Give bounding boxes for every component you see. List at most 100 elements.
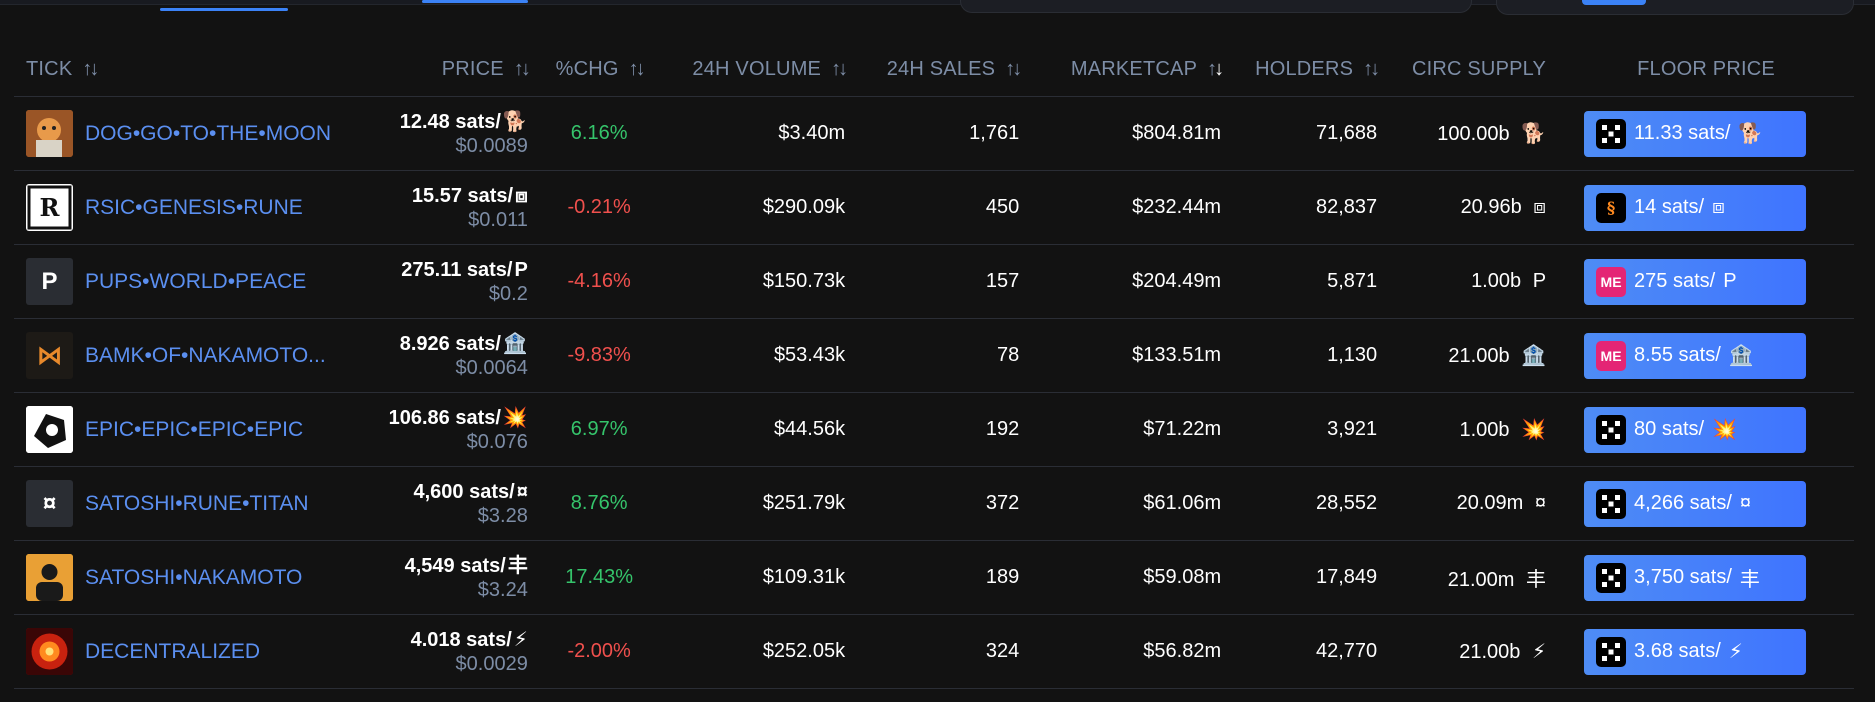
rune-symbol: 丰 — [507, 554, 528, 577]
rune-symbol: P — [1723, 270, 1737, 292]
marketcap-cell: $133.51m — [1031, 318, 1234, 393]
rune-name-link[interactable]: DECENTRALIZED — [85, 639, 261, 663]
price-cell: 4,600 sats/¤ $3.28 — [365, 466, 540, 541]
supply-value: 100.00b — [1437, 123, 1510, 145]
table-row[interactable]: R RSIC•GENESIS•RUNE 15.57 sats/⧈ $0.011 … — [14, 170, 1854, 245]
active-tab-indicator — [160, 8, 288, 11]
floor-price-button[interactable]: ME 8.55 sats/ 🏦 — [1584, 332, 1807, 379]
rune-name-link[interactable]: RSIC•GENESIS•RUNE — [85, 195, 303, 219]
rune-name-link[interactable]: EPIC•EPIC•EPIC•EPIC — [85, 417, 304, 441]
rune-symbol: 🐕 — [1521, 123, 1547, 145]
column-header-price[interactable]: PRICE ↑↓ — [365, 42, 540, 97]
floor-price-button[interactable]: 3,750 sats/丰 — [1584, 554, 1807, 601]
price-sats: 8.926 sats/ — [399, 332, 501, 355]
supply-value: 20.09m — [1456, 492, 1524, 514]
tick-cell[interactable]: ⋈ BAMK•OF•NAKAMOTO... — [14, 318, 366, 393]
sales-cell: 157 — [857, 244, 1032, 319]
column-label: MARKETCAP — [1070, 57, 1198, 80]
table-row[interactable]: DECENTRALIZED 4.018 sats/⚡ $0.0029 -2.00… — [14, 614, 1854, 689]
table-row[interactable]: SATOSHI•NAKAMOTO 4,549 sats/丰 $3.24 17.4… — [14, 540, 1854, 615]
floor-price-value: 3.68 sats/ — [1634, 640, 1721, 662]
tick-cell[interactable]: ¤ SATOSHI•RUNE•TITAN — [14, 466, 366, 541]
change-cell: -4.16% — [539, 244, 659, 319]
supply-cell: 21.00m 丰 — [1389, 540, 1559, 615]
volume-cell: $109.31k — [658, 540, 858, 615]
supply-value: 21.00b — [1448, 345, 1510, 367]
tick-cell[interactable]: DECENTRALIZED — [14, 614, 366, 689]
price-usd: $3.24 — [477, 578, 528, 601]
rune-symbol: P — [1532, 270, 1547, 292]
rune-name-link[interactable]: DOG•GO•TO•THE•MOON — [85, 121, 332, 145]
tick-cell[interactable]: DOG•GO•TO•THE•MOON — [14, 96, 366, 171]
table-row[interactable]: ¤ SATOSHI•RUNE•TITAN 4,600 sats/¤ $3.28 … — [14, 466, 1854, 541]
column-label: PRICE — [441, 57, 504, 80]
volume-cell: $150.73k — [658, 244, 858, 319]
volume-cell: $252.05k — [658, 614, 858, 689]
floor-price-button[interactable]: 11.33 sats/ 🐕 — [1584, 110, 1807, 157]
column-header-holders[interactable]: HOLDERS ↑↓ — [1233, 42, 1390, 97]
price-cell: 15.57 sats/⧈ $0.011 — [365, 170, 540, 245]
rune-symbol: ¤ — [1739, 492, 1751, 514]
floor-price-button[interactable]: § 14 sats/ ⧈ — [1584, 184, 1807, 231]
column-label: HOLDERS — [1255, 57, 1354, 80]
sort-icon[interactable]: ↑↓ — [82, 57, 99, 80]
table-row[interactable]: ⋈ BAMK•OF•NAKAMOTO... 8.926 sats/🏦 $0.00… — [14, 318, 1854, 393]
tick-cell[interactable]: SATOSHI•NAKAMOTO — [14, 540, 366, 615]
rune-name-link[interactable]: BAMK•OF•NAKAMOTO... — [85, 343, 326, 367]
tick-cell[interactable]: EPIC•EPIC•EPIC•EPIC — [14, 392, 366, 467]
sales-cell: 450 — [857, 170, 1032, 245]
floor-price-button[interactable]: ME 275 sats/P — [1584, 258, 1807, 305]
rune-symbol: 💥 — [1521, 419, 1547, 441]
marketcap-cell: $804.81m — [1031, 96, 1234, 171]
column-header-sales[interactable]: 24H SALES ↑↓ — [857, 42, 1032, 97]
rune-symbol: ⧈ — [515, 184, 528, 207]
change-cell: -2.00% — [539, 614, 659, 689]
column-header-tick[interactable]: TICK ↑↓ — [14, 42, 366, 97]
rune-name-link[interactable]: SATOSHI•NAKAMOTO — [85, 565, 303, 589]
change-cell: -0.21% — [539, 170, 659, 245]
holders-cell: 17,849 — [1233, 540, 1390, 615]
rune-name-link[interactable]: PUPS•WORLD•PEACE — [85, 269, 307, 293]
search-bar[interactable] — [960, 0, 1472, 13]
floor-price-button[interactable]: 3.68 sats/ ⚡ — [1584, 628, 1807, 675]
table-row[interactable]: DOG•GO•TO•THE•MOON 12.48 sats/🐕 $0.0089 … — [14, 96, 1854, 171]
magic-eden-icon: ME — [1596, 266, 1627, 297]
price-sats: 4,549 sats/ — [404, 554, 506, 577]
price-cell: 106.86 sats/💥 $0.076 — [365, 392, 540, 467]
supply-cell: 21.00b ⚡ — [1389, 614, 1559, 689]
column-label: 24H SALES — [886, 57, 996, 80]
volume-cell: $3.40m — [658, 96, 858, 171]
okx-icon — [1596, 636, 1627, 667]
sort-icon[interactable]: ↑↓ — [1363, 57, 1380, 80]
floor-price-button[interactable]: 4,266 sats/ ¤ — [1584, 480, 1807, 527]
view-toggle[interactable] — [1496, 0, 1854, 15]
floor-price-value: 14 sats/ — [1634, 196, 1705, 218]
tick-cell[interactable]: P PUPS•WORLD•PEACE — [14, 244, 366, 319]
table-row[interactable]: P PUPS•WORLD•PEACE 275.11 sats/P $0.2 -4… — [14, 244, 1854, 319]
tick-cell[interactable]: R RSIC•GENESIS•RUNE — [14, 170, 366, 245]
okx-icon — [1596, 488, 1627, 519]
floor-price-button[interactable]: 80 sats/ 💥 — [1584, 406, 1807, 453]
sort-icon[interactable]: ↑↓ — [831, 57, 848, 80]
rune-logo-icon: ⋈ — [26, 332, 73, 379]
sales-cell: 189 — [857, 540, 1032, 615]
column-label: %CHG — [555, 57, 619, 80]
column-header-change[interactable]: %CHG ↑↓ — [539, 42, 659, 97]
sort-icon[interactable]: ↑↓ — [1207, 57, 1224, 80]
price-sats: 106.86 sats/ — [388, 406, 501, 429]
sort-icon[interactable]: ↑↓ — [628, 57, 646, 80]
svg-text:R: R — [40, 193, 61, 222]
volume-cell: $251.79k — [658, 466, 858, 541]
floor-price-cell: 80 sats/ 💥 — [1558, 392, 1854, 467]
sort-icon[interactable]: ↑↓ — [1005, 57, 1022, 80]
rune-logo-icon — [26, 554, 73, 601]
table-row[interactable]: EPIC•EPIC•EPIC•EPIC 106.86 sats/💥 $0.076… — [14, 392, 1854, 467]
column-header-marketcap[interactable]: MARKETCAP ↑↓ — [1031, 42, 1234, 97]
rune-symbol: 🐕 — [502, 110, 528, 133]
supply-value: 1.00b — [1459, 419, 1510, 441]
sort-icon[interactable]: ↑↓ — [513, 57, 531, 80]
rune-name-link[interactable]: SATOSHI•RUNE•TITAN — [85, 491, 309, 515]
column-header-volume[interactable]: 24H VOLUME ↑↓ — [658, 42, 858, 97]
rune-symbol: 💥 — [502, 406, 528, 429]
supply-cell: 1.00b P — [1389, 244, 1559, 319]
